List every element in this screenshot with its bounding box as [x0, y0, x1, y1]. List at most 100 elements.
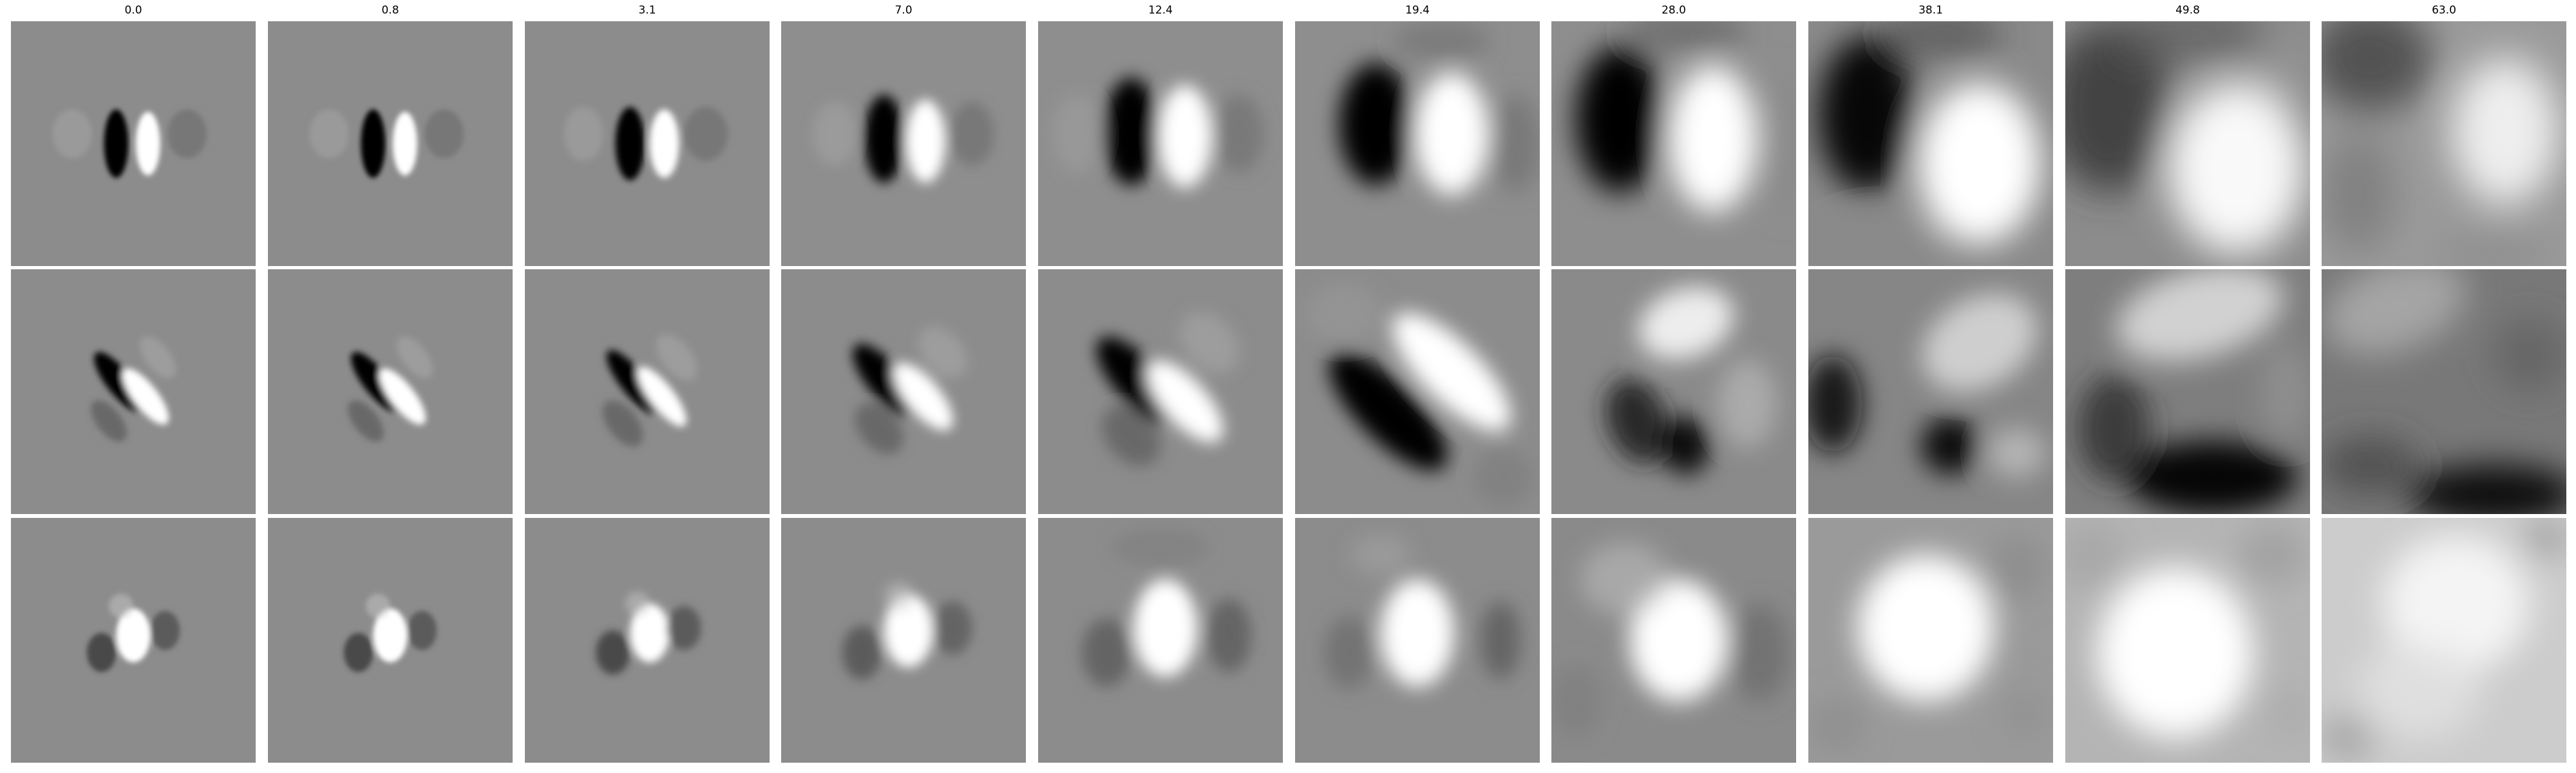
filter-image: [11, 21, 256, 266]
intensity-blob: [135, 111, 160, 176]
intensity-blob: [1491, 95, 1540, 193]
intensity-blob: [1576, 46, 1664, 193]
intensity-blob: [150, 611, 180, 651]
intensity-blob: [2522, 518, 2566, 557]
intensity-blob: [2322, 435, 2420, 495]
intensity-blob: [1393, 21, 1491, 61]
panel-background: [268, 21, 513, 266]
column-title: 63.0: [2432, 4, 2456, 17]
intensity-blob: [2358, 640, 2481, 738]
intensity-blob: [950, 102, 994, 166]
intensity-blob: [564, 107, 603, 161]
intensity-blob: [918, 327, 967, 379]
intensity-blob: [1082, 618, 1132, 687]
filter-image: [1038, 269, 1283, 514]
intensity-blob: [1392, 312, 1511, 432]
intensity-blob: [52, 109, 92, 158]
intensity-blob: [2065, 21, 2171, 193]
intensity-blob: [1857, 555, 1994, 701]
intensity-blob: [2078, 374, 2151, 482]
intensity-blob: [606, 350, 659, 414]
intensity-blob: [407, 611, 437, 651]
intensity-blob: [116, 608, 151, 663]
filter-panel: [268, 518, 513, 763]
filter-panel: [1038, 518, 1283, 763]
column-title: 28.0: [1662, 4, 1686, 17]
intensity-blob: [1605, 378, 1669, 464]
filter-image: [1808, 518, 2053, 763]
intensity-blob: [1730, 604, 1789, 701]
filter-image: [1038, 21, 1283, 266]
filter-panel: [1295, 518, 1540, 763]
column-title: 19.4: [1405, 4, 1430, 17]
filter-image: [781, 21, 1026, 266]
filter-image: [1295, 269, 1540, 514]
intensity-blob: [1766, 70, 1796, 217]
intensity-blob: [1146, 360, 1224, 443]
intensity-blob: [1158, 84, 1212, 188]
intensity-blob: [1669, 65, 1757, 213]
intensity-blob: [853, 343, 916, 415]
intensity-blob: [2322, 714, 2376, 763]
intensity-blob: [813, 102, 857, 166]
intensity-blob: [392, 111, 417, 176]
intensity-blob: [91, 400, 127, 442]
filter-panel: [2322, 269, 2566, 514]
column-title: 49.8: [2175, 4, 2200, 17]
panel-background: [525, 21, 770, 266]
filter-panel: [781, 21, 1026, 266]
intensity-blob: [1481, 601, 1520, 680]
intensity-blob: [1882, 21, 2004, 58]
filter-panel: [1551, 518, 1796, 763]
column-title: 0.8: [381, 4, 399, 17]
filter-panel: [2065, 518, 2310, 763]
intensity-blob: [933, 601, 972, 655]
intensity-blob: [397, 336, 433, 378]
column-title: 7.0: [895, 4, 913, 17]
intensity-blob: [1625, 21, 1747, 51]
intensity-blob: [2251, 31, 2310, 100]
intensity-blob: [2065, 520, 2125, 589]
filter-panel: [2065, 21, 2310, 266]
intensity-blob: [1180, 312, 1239, 374]
filter-image: [781, 269, 1026, 514]
filter-panel: [1038, 21, 1283, 266]
filter-panel: [1808, 269, 2053, 514]
intensity-blob: [905, 99, 945, 183]
intensity-blob: [1324, 616, 1374, 689]
filter-image: [11, 269, 256, 514]
intensity-blob: [1112, 528, 1209, 567]
filter-panel: [268, 269, 513, 514]
intensity-blob: [2322, 21, 2432, 112]
intensity-blob: [361, 109, 386, 178]
intensity-blob: [1662, 416, 1710, 475]
filter-image: [1808, 21, 2053, 266]
filter-panel: [11, 21, 256, 266]
filter-image: [1551, 21, 1796, 266]
intensity-blob: [122, 368, 169, 425]
intensity-blob: [1922, 294, 2038, 392]
intensity-blob: [1638, 287, 1734, 359]
intensity-blob: [1329, 352, 1448, 471]
intensity-blob: [1580, 542, 1669, 616]
intensity-blob: [1718, 359, 1777, 448]
filter-panel: [1551, 269, 1796, 514]
filter-panel: [1295, 269, 1540, 514]
filter-panel: [525, 518, 770, 763]
intensity-blob: [596, 630, 630, 675]
intensity-blob: [1104, 77, 1159, 186]
intensity-blob: [140, 336, 176, 378]
intensity-blob: [2493, 318, 2566, 392]
intensity-blob: [625, 591, 650, 616]
filter-panel: [11, 269, 256, 514]
filter-image: [1038, 518, 1283, 763]
intensity-blob: [348, 400, 384, 442]
intensity-blob: [373, 608, 408, 663]
intensity-blob: [855, 402, 904, 455]
filter-panel: [781, 518, 1026, 763]
intensity-blob: [1551, 665, 1600, 738]
intensity-blob: [1351, 535, 1410, 575]
intensity-blob: [2097, 567, 2254, 738]
intensity-blob: [1207, 598, 1251, 673]
intensity-blob: [630, 604, 670, 663]
